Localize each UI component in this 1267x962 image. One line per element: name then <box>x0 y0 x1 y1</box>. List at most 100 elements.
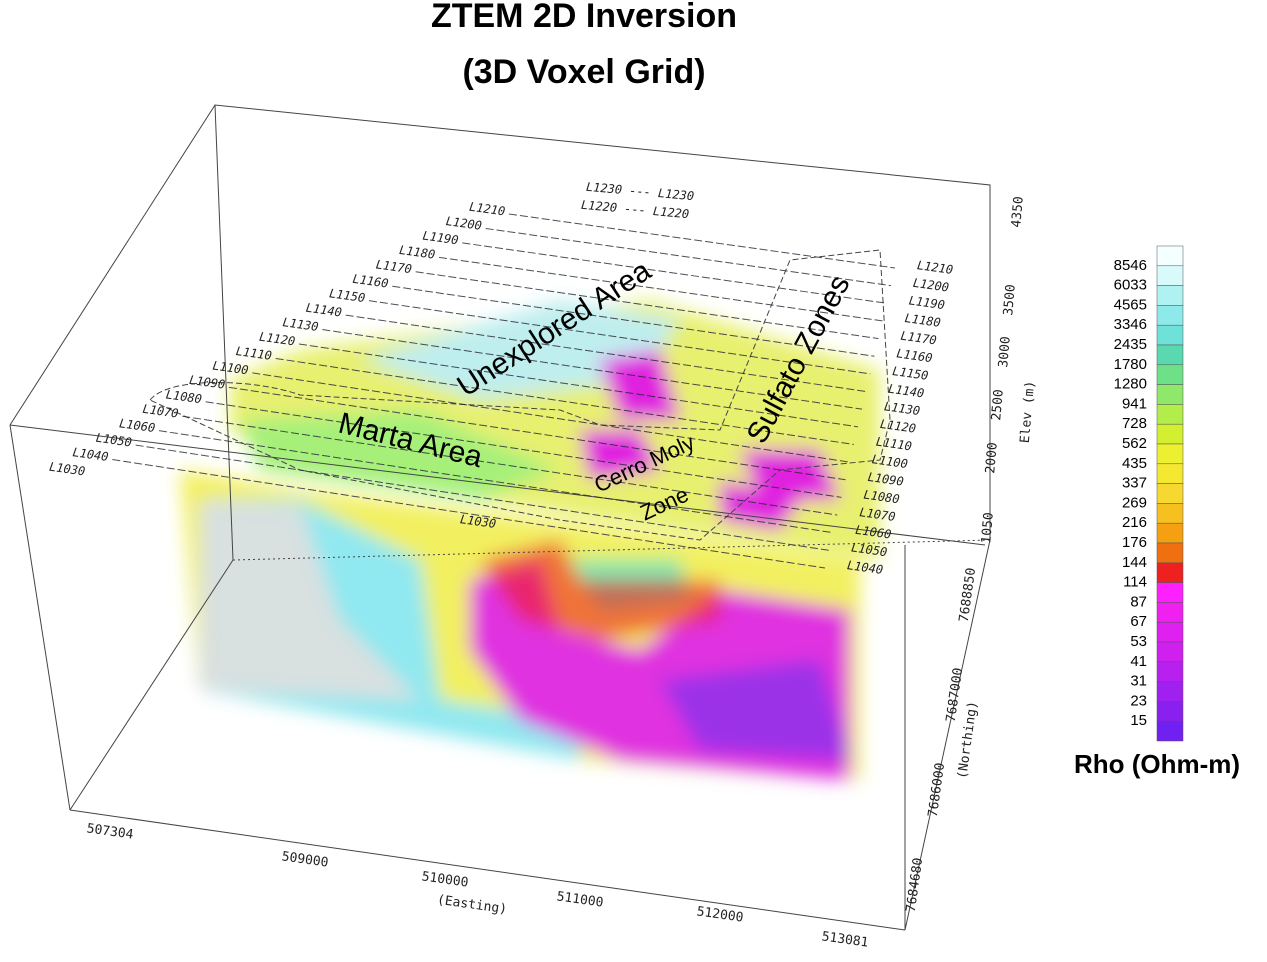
northing-tick-label: 7686000 <box>926 762 948 818</box>
colorbar-swatch <box>1156 384 1184 405</box>
colorbar-swatch <box>1156 443 1184 465</box>
colorbar-label: 1280 <box>1114 376 1147 393</box>
line-label: L1210 <box>916 258 954 277</box>
survey-line <box>322 329 863 410</box>
line-label: L1110 <box>875 435 913 454</box>
line-label: L1100 <box>212 358 250 377</box>
colorbar-swatch <box>1156 324 1184 346</box>
elevation-tick-label: 1050 <box>979 512 997 545</box>
line-label: L1180 <box>398 243 436 262</box>
easting-tick-label: 509000 <box>281 849 330 870</box>
colorbar-swatch <box>1156 562 1184 583</box>
colorbar-swatch <box>1156 621 1184 643</box>
line-label: L1190 <box>422 228 460 247</box>
line-label: L1130 <box>883 399 921 418</box>
colorbar-label: 67 <box>1130 613 1147 630</box>
line-label: L1110 <box>235 344 273 363</box>
colorbar-swatch <box>1156 522 1184 544</box>
colorbar-label: 728 <box>1122 415 1147 432</box>
survey-line <box>135 444 830 551</box>
line-label: L1210 <box>468 200 506 219</box>
line-label: L1080 <box>863 487 901 506</box>
elevation-axis-label: Elev (m) <box>1018 380 1038 444</box>
colorbar-label: 114 <box>1123 574 1147 591</box>
line-label: L1140 <box>305 301 343 320</box>
line-label: L1150 <box>892 364 930 383</box>
elevation-tick-label: 3000 <box>996 336 1014 369</box>
colorbar-swatch <box>1156 681 1184 702</box>
colorbar-swatch <box>1156 641 1184 663</box>
colorbar-swatch <box>1156 602 1184 623</box>
survey-line <box>438 256 883 322</box>
colorbar-label: 562 <box>1122 435 1147 452</box>
easting-tick-label: 510000 <box>421 869 470 890</box>
colorbar-swatch <box>1156 305 1184 326</box>
line-label: L1180 <box>904 311 942 330</box>
survey-line <box>228 386 846 481</box>
northing-tick-label: 7688850 <box>957 567 979 623</box>
colorbar-label: 87 <box>1130 593 1147 610</box>
northing-tick-label: 7687000 <box>944 667 966 723</box>
survey-line <box>275 357 854 445</box>
colorbar-swatch <box>1156 483 1184 504</box>
colorbar-swatch <box>1156 423 1184 445</box>
colorbar-label: 144 <box>1122 554 1147 571</box>
survey-line <box>462 242 887 304</box>
line-label: L1080 <box>165 387 203 406</box>
colorbar-label: 53 <box>1130 633 1147 650</box>
line-label: L1060 <box>118 416 156 435</box>
colorbar-swatch <box>1156 720 1184 742</box>
easting-tick-label: 511000 <box>556 889 605 910</box>
colorbar-swatch <box>1156 245 1184 267</box>
line-label: L1050 <box>95 431 133 450</box>
box-frame <box>9 104 991 931</box>
colorbar-label: 23 <box>1130 692 1147 709</box>
elevation-tick-label: 4350 <box>1009 196 1027 229</box>
colorbar-label: 31 <box>1130 673 1147 690</box>
colorbar-label: 3346 <box>1114 316 1147 333</box>
line-label: L1140 <box>887 382 925 401</box>
colorbar-label: 941 <box>1122 395 1147 412</box>
survey-line <box>158 430 834 534</box>
line-label: L1170 <box>900 329 938 348</box>
survey-line <box>112 459 826 569</box>
survey-line <box>508 213 896 269</box>
line-label: L1150 <box>328 286 366 305</box>
survey-line <box>485 227 891 287</box>
colorbar-swatch <box>1156 285 1184 306</box>
line-label: L1060 <box>854 523 892 542</box>
line-label: L1160 <box>352 272 390 291</box>
colorbar-swatch <box>1156 404 1184 425</box>
colorbar-label: 6033 <box>1114 277 1147 294</box>
colorbar-label: 1780 <box>1114 356 1147 373</box>
line-label: L1090 <box>188 373 226 392</box>
colorbar-label: 2435 <box>1114 336 1147 353</box>
colorbar-label: 269 <box>1122 494 1147 511</box>
title-line: ZTEM 2D Inversion <box>431 0 737 35</box>
line-label: L1200 <box>445 214 483 233</box>
colorbar-label: 8546 <box>1114 257 1147 274</box>
line-label: L1040 <box>72 445 110 464</box>
colorbar-swatch <box>1156 503 1184 524</box>
line-label: L1170 <box>375 257 413 276</box>
line-label: L1200 <box>912 276 950 295</box>
survey-line <box>182 415 838 516</box>
colorbar-swatch <box>1156 463 1184 484</box>
line-label: L1130 <box>282 315 320 334</box>
colorbar-swatch <box>1156 582 1184 603</box>
colorbar-label: 41 <box>1130 653 1147 670</box>
line-label: L1030 <box>459 512 497 531</box>
easting-tick-label: 513081 <box>821 929 870 950</box>
line-label: L1100 <box>871 452 909 471</box>
elevation-tick-label: 2000 <box>983 442 1001 475</box>
survey-line <box>368 300 871 375</box>
line-label: L1050 <box>850 540 888 559</box>
colorbar-label: 4565 <box>1114 296 1147 313</box>
line-label: L1160 <box>896 346 934 365</box>
line-label: L1070 <box>142 402 180 421</box>
survey-line <box>392 285 875 357</box>
colorbar-label: 435 <box>1122 455 1147 472</box>
colorbar-swatch <box>1156 701 1184 722</box>
line-label: L1190 <box>908 293 946 312</box>
